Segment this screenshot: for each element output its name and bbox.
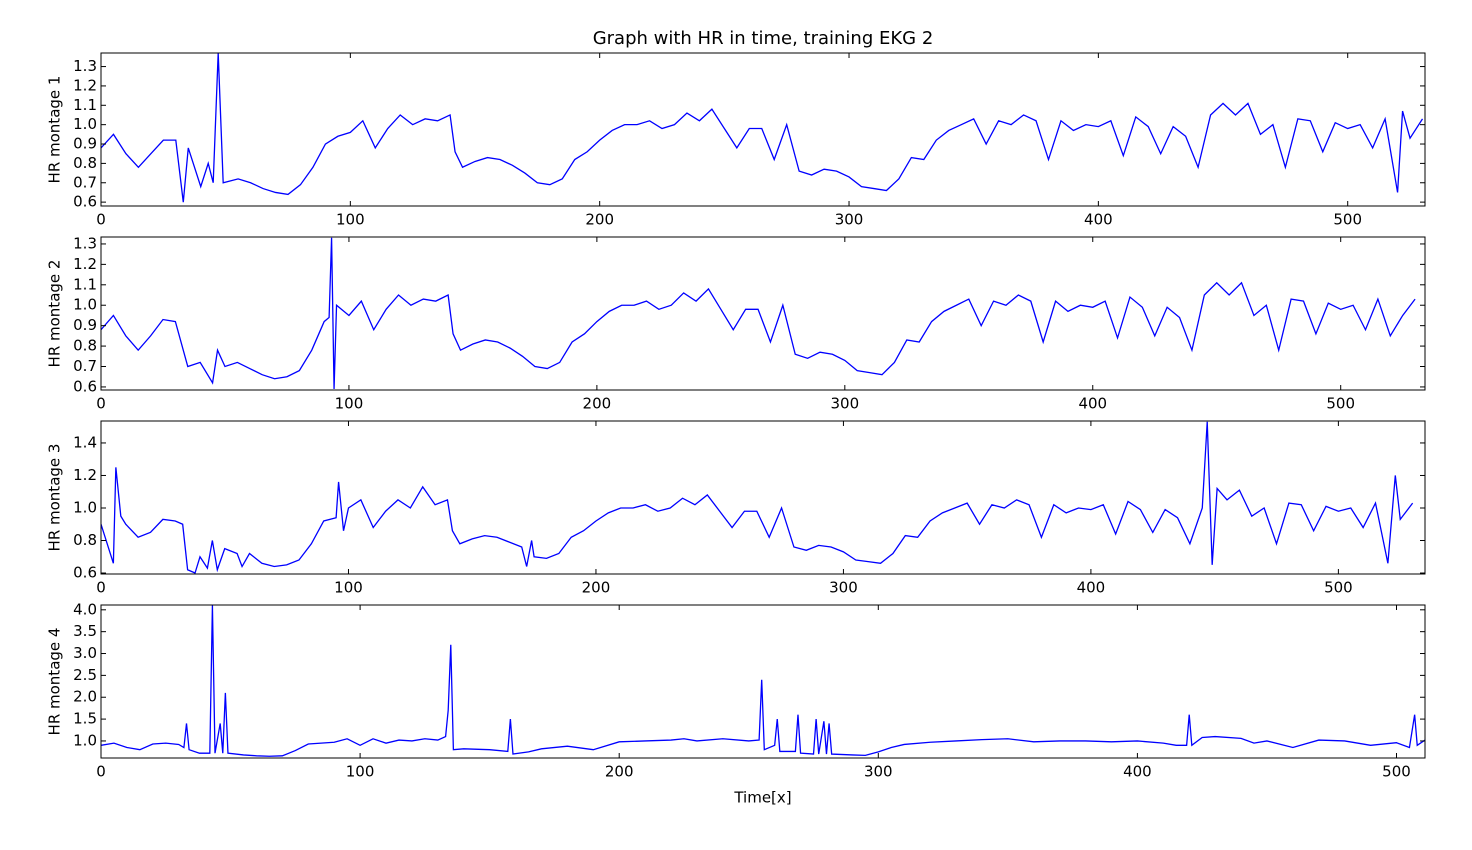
x-tick-label: 100	[334, 579, 363, 597]
y-tick-label: 0.6	[73, 377, 97, 395]
y-tick-label: 0.9	[73, 316, 97, 334]
x-tick-label: 500	[1324, 579, 1353, 597]
y-tick-label: 2.5	[73, 666, 97, 684]
x-tick-label: 200	[582, 579, 611, 597]
x-tick-label: 300	[829, 579, 858, 597]
y-tick-label: 1.3	[73, 234, 97, 252]
y-tick-label: 3.0	[73, 644, 97, 662]
x-tick-label: 0	[96, 763, 106, 781]
x-tick-label: 200	[585, 211, 614, 229]
y-tick-label: 0.9	[73, 135, 97, 153]
y-tick-label: 1.0	[73, 115, 97, 133]
x-tick-label: 400	[1123, 763, 1152, 781]
x-tick-label: 0	[96, 579, 106, 597]
y-tick-label: 0.7	[73, 357, 97, 375]
y-tick-label: 1.2	[73, 255, 97, 273]
x-tick-label: 400	[1078, 395, 1107, 413]
x-tick-label: 500	[1326, 395, 1355, 413]
plot-area	[101, 53, 1424, 203]
data-line	[101, 605, 1425, 757]
data-line	[101, 237, 1416, 389]
x-tick-label: 500	[1333, 211, 1362, 229]
y-tick-label: 0.8	[73, 531, 97, 549]
y-axis-label: HR montage 4	[46, 628, 64, 736]
x-tick-label: 300	[830, 395, 859, 413]
y-tick-label: 1.0	[73, 296, 97, 314]
data-line	[101, 421, 1414, 574]
x-tick-label: 200	[605, 763, 634, 781]
axes-frame	[100, 52, 1426, 207]
x-tick-label: 0	[96, 211, 106, 229]
x-tick-label: 300	[835, 211, 864, 229]
x-tick-label: 100	[346, 763, 375, 781]
axes-frame	[100, 604, 1426, 759]
y-tick-label: 1.1	[73, 96, 97, 114]
y-tick-label: 1.5	[73, 710, 97, 728]
x-tick-label: 100	[336, 211, 365, 229]
y-tick-label: 3.5	[73, 622, 97, 640]
y-axis-label: HR montage 1	[46, 76, 64, 184]
y-tick-label: 0.7	[73, 173, 97, 191]
y-tick-label: 0.6	[73, 564, 97, 582]
x-tick-label: 100	[335, 395, 364, 413]
y-tick-label: 1.1	[73, 275, 97, 293]
x-tick-label: 500	[1382, 763, 1411, 781]
x-tick-label: 200	[583, 395, 612, 413]
data-line	[101, 53, 1424, 203]
y-tick-label: 0.8	[73, 337, 97, 355]
y-tick-label: 4.0	[73, 600, 97, 618]
y-tick-label: 2.0	[73, 688, 97, 706]
y-tick-label: 1.3	[73, 57, 97, 75]
y-tick-label: 1.0	[73, 731, 97, 749]
y-tick-label: 0.6	[73, 193, 97, 211]
y-axis-label: HR montage 2	[46, 260, 64, 368]
plot-area	[101, 421, 1414, 574]
axes-frame	[100, 236, 1426, 391]
plot-area	[101, 237, 1416, 389]
x-axis-label: Time[x]	[733, 789, 791, 807]
x-tick-label: 300	[864, 763, 893, 781]
y-tick-label: 1.2	[73, 76, 97, 94]
x-tick-label: 400	[1077, 579, 1106, 597]
axes-frame	[100, 420, 1426, 575]
chart-title: Graph with HR in time, training EKG 2	[593, 28, 934, 49]
y-tick-label: 1.4	[73, 433, 97, 451]
x-tick-label: 400	[1084, 211, 1113, 229]
plot-area	[101, 605, 1425, 757]
y-tick-label: 1.2	[73, 466, 97, 484]
y-tick-label: 0.8	[73, 154, 97, 172]
y-axis-label: HR montage 3	[46, 444, 64, 552]
x-tick-label: 0	[96, 395, 106, 413]
y-tick-label: 1.0	[73, 498, 97, 516]
